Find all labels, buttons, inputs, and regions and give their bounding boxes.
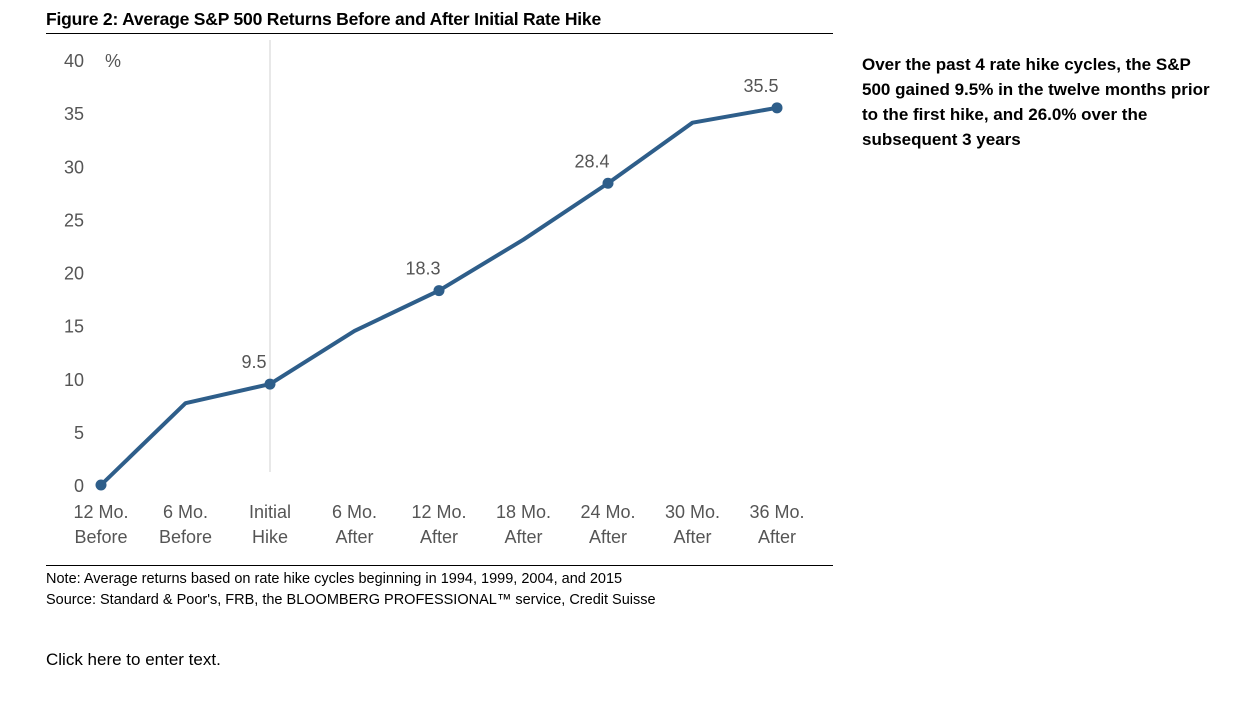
data-point [433, 285, 445, 297]
data-label: 35.5 [743, 76, 778, 96]
x-tick-label: Hike [252, 527, 288, 547]
y-tick-label: 25 [64, 210, 84, 230]
y-tick-label: 15 [64, 317, 84, 337]
y-tick-label: 20 [64, 264, 84, 284]
enter-text-placeholder[interactable]: Click here to enter text. [46, 650, 221, 669]
x-tick-label: 36 Mo. [749, 502, 804, 522]
x-tick-label: After [589, 527, 627, 547]
data-label: 28.4 [574, 151, 609, 171]
x-tick-label: After [504, 527, 542, 547]
note-text: Note: Average returns based on rate hike… [46, 571, 623, 587]
line-chart: 0 5 10 15 20 25 30 35 40 % 12 Mo. Before 6 Mo. Before… [64, 40, 805, 547]
data-point [771, 102, 783, 114]
figure-title: Figure 2: Average S&P 500 Returns Before… [46, 9, 601, 29]
y-tick-label: 35 [64, 104, 84, 124]
data-point [264, 378, 276, 390]
y-tick-label: 0 [74, 476, 84, 496]
x-tick-label: 12 Mo. [73, 502, 128, 522]
series-line [99, 105, 779, 487]
data-label: 18.3 [405, 259, 440, 279]
y-tick-label: 40 [64, 51, 84, 71]
y-axis-unit-label: % [105, 51, 121, 71]
y-tick-label: 5 [74, 423, 84, 443]
x-tick-label: After [335, 527, 373, 547]
y-tick-label: 30 [64, 157, 84, 177]
x-tick-label: Before [159, 527, 212, 547]
notes-block: Note: Average returns based on rate hike… [46, 569, 656, 611]
x-tick-label: After [420, 527, 458, 547]
data-point [602, 177, 614, 189]
source-text: Source: Standard & Poor's, FRB, the BLOO… [46, 592, 656, 608]
top-rule [46, 33, 833, 34]
x-tick-label: 12 Mo. [411, 502, 466, 522]
x-tick-label: After [758, 527, 796, 547]
x-tick-label: 18 Mo. [496, 502, 551, 522]
callout-text: Over the past 4 rate hike cycles, the S&… [862, 55, 1210, 149]
x-tick-label: 30 Mo. [665, 502, 720, 522]
x-tick-label: After [673, 527, 711, 547]
data-label: 9.5 [241, 352, 266, 372]
bottom-rule [46, 565, 833, 566]
x-tick-label: 6 Mo. [332, 502, 377, 522]
data-point [95, 479, 107, 491]
x-tick-label: Initial [249, 502, 291, 522]
y-tick-label: 10 [64, 370, 84, 390]
x-tick-label: 24 Mo. [580, 502, 635, 522]
x-tick-label: 6 Mo. [163, 502, 208, 522]
x-tick-label: Before [74, 527, 127, 547]
